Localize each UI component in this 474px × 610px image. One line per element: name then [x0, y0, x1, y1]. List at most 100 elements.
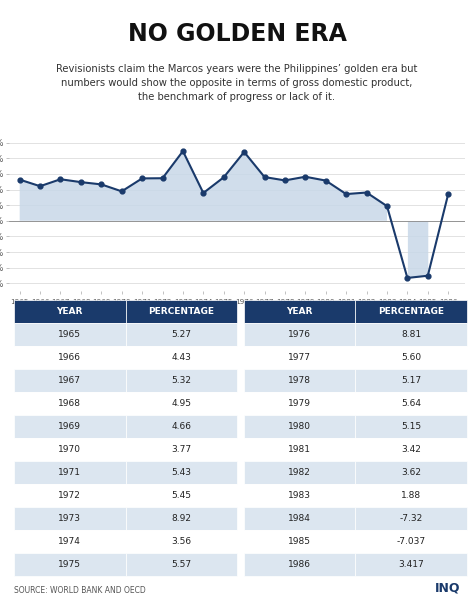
FancyBboxPatch shape	[14, 439, 126, 461]
Text: 1.88: 1.88	[401, 491, 421, 500]
Text: 4.43: 4.43	[171, 353, 191, 362]
Text: 5.15: 5.15	[401, 422, 421, 431]
Text: 1968: 1968	[58, 400, 81, 408]
Text: 1974: 1974	[58, 537, 81, 547]
Point	[77, 178, 85, 187]
Text: 5.17: 5.17	[401, 376, 421, 386]
FancyBboxPatch shape	[126, 439, 237, 461]
Text: 1966: 1966	[58, 353, 81, 362]
FancyBboxPatch shape	[244, 392, 356, 415]
Point	[301, 172, 309, 182]
Text: 1975: 1975	[58, 561, 81, 569]
Text: 1983: 1983	[288, 491, 311, 500]
Text: YEAR: YEAR	[286, 307, 313, 316]
Text: 3.77: 3.77	[171, 445, 191, 454]
FancyBboxPatch shape	[244, 346, 356, 369]
FancyBboxPatch shape	[14, 392, 126, 415]
FancyBboxPatch shape	[356, 415, 467, 439]
Point	[261, 172, 268, 182]
FancyBboxPatch shape	[14, 484, 126, 508]
Text: -7.32: -7.32	[400, 514, 423, 523]
FancyBboxPatch shape	[14, 300, 126, 323]
Text: 3.42: 3.42	[401, 445, 421, 454]
Point	[16, 174, 24, 184]
Text: 1967: 1967	[58, 376, 81, 386]
Text: 1984: 1984	[288, 514, 311, 523]
Text: 1986: 1986	[288, 561, 311, 569]
Point	[179, 146, 187, 156]
FancyBboxPatch shape	[126, 530, 237, 553]
FancyBboxPatch shape	[126, 508, 237, 530]
Text: 4.95: 4.95	[171, 400, 191, 408]
Text: 1965: 1965	[58, 330, 81, 339]
FancyBboxPatch shape	[244, 300, 356, 323]
Text: 1969: 1969	[58, 422, 81, 431]
Text: 8.81: 8.81	[401, 330, 421, 339]
FancyBboxPatch shape	[356, 530, 467, 553]
Text: PERCENTAGE: PERCENTAGE	[148, 307, 214, 316]
FancyBboxPatch shape	[356, 392, 467, 415]
Point	[36, 181, 44, 191]
FancyBboxPatch shape	[244, 439, 356, 461]
FancyBboxPatch shape	[244, 508, 356, 530]
Point	[383, 201, 391, 211]
FancyBboxPatch shape	[356, 323, 467, 346]
Text: SOURCE: WORLD BANK AND OECD: SOURCE: WORLD BANK AND OECD	[14, 586, 146, 595]
Text: 1981: 1981	[288, 445, 311, 454]
Text: 1972: 1972	[58, 491, 81, 500]
FancyBboxPatch shape	[244, 461, 356, 484]
Text: 1970: 1970	[58, 445, 81, 454]
Point	[220, 173, 228, 182]
FancyBboxPatch shape	[126, 323, 237, 346]
Text: 1976: 1976	[288, 330, 311, 339]
FancyBboxPatch shape	[14, 369, 126, 392]
Text: 3.56: 3.56	[171, 537, 191, 547]
Text: 1982: 1982	[288, 468, 311, 477]
Point	[403, 273, 411, 283]
Text: 1973: 1973	[58, 514, 81, 523]
Text: 5.45: 5.45	[171, 491, 191, 500]
FancyBboxPatch shape	[356, 508, 467, 530]
Text: 3.62: 3.62	[401, 468, 421, 477]
Text: 1979: 1979	[288, 400, 311, 408]
Text: NO GOLDEN ERA: NO GOLDEN ERA	[128, 22, 346, 46]
Point	[118, 187, 126, 196]
Point	[98, 179, 105, 189]
FancyBboxPatch shape	[14, 530, 126, 553]
FancyBboxPatch shape	[244, 553, 356, 576]
FancyBboxPatch shape	[14, 346, 126, 369]
Text: -7.037: -7.037	[396, 537, 426, 547]
Text: 5.64: 5.64	[401, 400, 421, 408]
Text: YEAR: YEAR	[56, 307, 83, 316]
Point	[57, 174, 64, 184]
Text: 1977: 1977	[288, 353, 311, 362]
Text: 8.92: 8.92	[171, 514, 191, 523]
FancyBboxPatch shape	[126, 553, 237, 576]
FancyBboxPatch shape	[126, 300, 237, 323]
Text: INQ: INQ	[435, 582, 460, 595]
FancyBboxPatch shape	[14, 323, 126, 346]
Text: 1971: 1971	[58, 468, 81, 477]
FancyBboxPatch shape	[126, 369, 237, 392]
FancyBboxPatch shape	[126, 484, 237, 508]
Point	[240, 147, 248, 157]
FancyBboxPatch shape	[126, 392, 237, 415]
Text: 5.57: 5.57	[171, 561, 191, 569]
FancyBboxPatch shape	[14, 553, 126, 576]
Text: 3.417: 3.417	[398, 561, 424, 569]
FancyBboxPatch shape	[126, 461, 237, 484]
FancyBboxPatch shape	[244, 484, 356, 508]
FancyBboxPatch shape	[244, 369, 356, 392]
Point	[159, 173, 166, 183]
Point	[322, 176, 329, 185]
Point	[342, 189, 350, 199]
FancyBboxPatch shape	[126, 415, 237, 439]
FancyBboxPatch shape	[14, 508, 126, 530]
FancyBboxPatch shape	[14, 461, 126, 484]
Point	[445, 189, 452, 199]
Text: 5.43: 5.43	[171, 468, 191, 477]
FancyBboxPatch shape	[14, 415, 126, 439]
Text: 1980: 1980	[288, 422, 311, 431]
FancyBboxPatch shape	[356, 300, 467, 323]
Point	[363, 188, 370, 198]
